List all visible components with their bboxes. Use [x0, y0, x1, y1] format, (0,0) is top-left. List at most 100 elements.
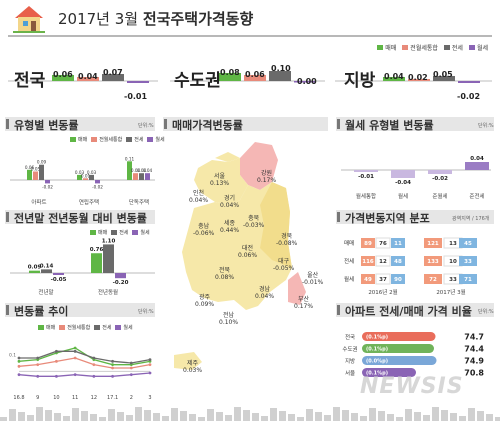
yoy-bar-label: 0.14 — [40, 263, 54, 269]
monthly-type-bar-label: -0.04 — [395, 180, 411, 186]
skyline-building — [108, 409, 115, 421]
yoy-bar — [29, 270, 40, 273]
skyline-building — [63, 416, 70, 421]
yoy-chart: 0.090.14 -0.05 전년말 0.76 1.10 -0.20 전년동월 — [10, 238, 155, 296]
skyline-building — [162, 416, 169, 421]
dist-cell-value: 33 — [464, 259, 472, 265]
dist-cell-value: 90 — [394, 277, 402, 283]
yoy-bar — [41, 269, 52, 273]
map-label-gyeongnam: 경남 0.04% — [255, 286, 275, 300]
title-main: 전국주택가격동향 — [142, 10, 254, 28]
ratio-category: 서울 — [345, 369, 355, 377]
page-title: 2017년 3월 전국주택가격동향 — [58, 8, 253, 29]
skyline-building — [234, 407, 241, 421]
summary-region-local: 지방 — [344, 71, 376, 91]
skyline-building — [297, 417, 304, 421]
skyline-building — [360, 416, 367, 421]
summary-bar — [127, 81, 149, 83]
skyline-building — [351, 413, 358, 421]
skyline-decoration — [0, 407, 500, 421]
trend-point — [111, 366, 114, 370]
monthly-type-bar-label: -0.02 — [432, 176, 448, 182]
yoy-bar-label: 1.10 — [102, 238, 116, 244]
summary-bar — [383, 77, 405, 81]
dist-cell — [391, 238, 405, 248]
by-type-bar — [139, 173, 144, 180]
skyline-building — [468, 408, 475, 421]
ratio-bar — [362, 356, 437, 365]
summary-bar — [269, 71, 291, 81]
skyline-building — [459, 416, 466, 421]
trend-legend: 매매 전월세통합 전세 월세 — [38, 324, 133, 331]
skyline-building — [423, 415, 430, 421]
ratio-bar — [362, 368, 416, 377]
dist-cell-value: 11 — [394, 241, 402, 247]
dist-cell — [424, 256, 442, 266]
by-type-category: 아파트 — [31, 198, 46, 206]
dist-cell — [391, 256, 405, 266]
skyline-building — [378, 411, 385, 421]
by-type-bar-label: 0.11 — [125, 156, 135, 161]
ratio-value-label: 74.7 — [464, 333, 484, 342]
dist-unit: 광역지역 / 176개 — [452, 216, 490, 222]
ratio-category: 지방 — [345, 357, 355, 365]
trend-point — [73, 349, 77, 353]
skyline-building — [9, 409, 16, 421]
by-type-unit: 단위:% — [138, 123, 154, 129]
local-monthly-value: -0.02 — [457, 92, 481, 101]
summary-region-national: 전국 — [14, 71, 46, 91]
trend-point — [73, 373, 77, 377]
trend-point — [111, 363, 114, 367]
dist-row-label: 매매 — [344, 239, 354, 247]
skyline-building — [495, 417, 500, 421]
by-type-bar — [127, 161, 132, 180]
skyline-building — [72, 408, 79, 421]
skyline-building — [405, 409, 412, 421]
dist-cell-value: 49 — [364, 277, 372, 283]
by-type-bar-label: 0.09 — [37, 160, 47, 165]
summary-bar — [408, 79, 430, 81]
map-label-gyeonggi: 경기 0.04% — [220, 195, 240, 209]
by-type-bar-label: 0.03 — [75, 170, 85, 175]
capital-sale-value: 0.08 — [220, 68, 240, 77]
map-label-incheon: 인천 0.04% — [189, 190, 209, 204]
panel-title-by-type: 유형별 변동률 — [6, 117, 79, 133]
yoy-bar-label: 0.09 — [28, 265, 42, 271]
trend-point — [55, 374, 58, 378]
skyline-building — [45, 410, 52, 421]
monthly-type-bar — [391, 170, 415, 178]
skyline-building — [153, 413, 160, 421]
dist-cell-value: 12 — [379, 259, 387, 265]
dist-cell — [459, 256, 477, 266]
by-type-bar-label: 0.04 — [131, 168, 141, 173]
trend-line-2 — [19, 350, 151, 364]
dist-cell — [424, 238, 442, 248]
skyline-building — [189, 414, 196, 421]
skyline-building — [216, 412, 223, 421]
by-type-bar — [77, 174, 82, 180]
map-label-gwangju: 광주 0.09% — [195, 294, 215, 308]
yoy-bar — [53, 273, 64, 275]
trend-point — [36, 363, 40, 367]
by-type-bar — [133, 173, 138, 180]
by-type-bar — [89, 174, 94, 180]
skyline-building — [396, 417, 403, 421]
skyline-building — [81, 411, 88, 421]
by-type-bar — [83, 178, 88, 180]
trend-xtick: 10 — [53, 395, 59, 401]
dist-cell-value: 72 — [429, 277, 437, 283]
ratio-change-label: (0.0%p) — [366, 359, 388, 365]
skyline-building — [90, 414, 97, 421]
skyline-building — [414, 412, 421, 421]
skyline-building — [486, 414, 493, 421]
summary-bar — [52, 75, 74, 81]
by-type-bar — [145, 173, 150, 180]
by-type-bar — [95, 180, 100, 184]
yoy-bar — [115, 273, 126, 279]
map-label-jeju: 제주 0.03% — [183, 360, 203, 374]
skyline-building — [0, 417, 7, 421]
ratio-bar — [362, 344, 434, 353]
trend-xtick: 11 — [72, 395, 78, 401]
skyline-building — [369, 408, 376, 421]
dist-cell-value: 48 — [394, 259, 402, 265]
